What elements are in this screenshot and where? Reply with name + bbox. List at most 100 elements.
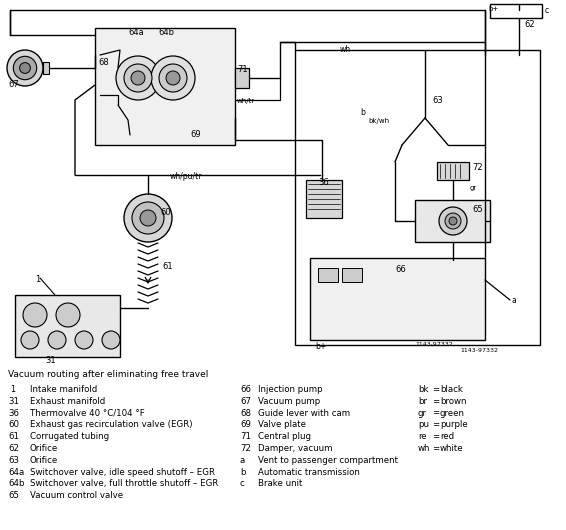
Text: 66: 66: [240, 385, 251, 394]
Text: br: br: [418, 397, 427, 406]
Text: Valve plate: Valve plate: [258, 420, 306, 429]
Circle shape: [75, 331, 93, 349]
Circle shape: [116, 56, 160, 100]
Text: brown: brown: [440, 397, 466, 406]
Text: Brake unit: Brake unit: [258, 480, 302, 489]
Text: 31: 31: [45, 356, 55, 365]
Text: Corrugated tubing: Corrugated tubing: [30, 432, 109, 441]
Text: wh: wh: [340, 45, 351, 54]
Text: c: c: [545, 6, 549, 15]
Text: 65: 65: [472, 205, 483, 214]
Text: Central plug: Central plug: [258, 432, 311, 441]
Text: 36: 36: [318, 178, 329, 187]
Text: 1: 1: [8, 385, 16, 394]
Circle shape: [159, 64, 187, 92]
Text: gr: gr: [418, 409, 427, 418]
Text: 1143·97332: 1143·97332: [415, 342, 453, 347]
Text: 61: 61: [8, 432, 19, 441]
Circle shape: [21, 331, 39, 349]
Text: 64b: 64b: [158, 28, 174, 37]
Text: b: b: [240, 467, 246, 476]
Text: 31: 31: [8, 397, 19, 406]
Circle shape: [124, 64, 152, 92]
Bar: [306, 180, 342, 218]
Text: bk/wh: bk/wh: [368, 118, 389, 124]
Text: bk: bk: [418, 385, 428, 394]
Circle shape: [151, 56, 195, 100]
Text: 1: 1: [35, 275, 40, 284]
Circle shape: [23, 303, 47, 327]
Text: 1143-97332: 1143-97332: [460, 348, 498, 353]
Bar: [295, 50, 540, 345]
Bar: [95, 28, 235, 145]
Text: b: b: [360, 108, 365, 117]
Text: 36: 36: [8, 409, 19, 418]
Text: 62: 62: [524, 20, 535, 29]
Text: 71: 71: [240, 432, 251, 441]
Circle shape: [102, 331, 120, 349]
Text: Switchover valve, idle speed shutoff – EGR: Switchover valve, idle speed shutoff – E…: [30, 467, 215, 476]
Text: re: re: [418, 432, 427, 441]
Text: 67: 67: [8, 80, 19, 89]
Circle shape: [20, 63, 31, 73]
Circle shape: [166, 71, 180, 85]
Circle shape: [48, 331, 66, 349]
Text: black: black: [440, 385, 463, 394]
Text: wh: wh: [418, 444, 431, 453]
Text: 60: 60: [160, 208, 170, 217]
Text: Guide lever with cam: Guide lever with cam: [258, 409, 350, 418]
Text: wh/pu/tr: wh/pu/tr: [170, 172, 203, 181]
Bar: [490, 4, 542, 18]
Text: b+: b+: [488, 6, 498, 12]
Circle shape: [445, 213, 461, 229]
Circle shape: [13, 56, 37, 80]
Text: a: a: [240, 456, 245, 465]
Text: =: =: [432, 385, 439, 394]
Text: =: =: [432, 432, 439, 441]
Text: red: red: [440, 432, 454, 441]
Circle shape: [449, 217, 457, 225]
Bar: [43, 62, 49, 74]
Text: 64a: 64a: [8, 467, 24, 476]
Text: Orifice: Orifice: [30, 444, 58, 453]
Bar: [310, 258, 485, 340]
Circle shape: [131, 71, 145, 85]
Text: Vacuum pump: Vacuum pump: [258, 397, 320, 406]
Text: white: white: [440, 444, 464, 453]
Circle shape: [439, 207, 467, 235]
Text: wh/tr: wh/tr: [237, 98, 255, 104]
Text: 67: 67: [240, 397, 251, 406]
Text: b+: b+: [315, 342, 326, 351]
Circle shape: [7, 50, 43, 86]
Text: c: c: [240, 480, 245, 489]
Text: =: =: [432, 444, 439, 453]
Bar: [318, 268, 338, 282]
Bar: [15, 295, 120, 357]
Text: 64b: 64b: [8, 480, 24, 489]
Text: a: a: [512, 296, 517, 305]
Text: 72: 72: [472, 163, 483, 172]
Text: Thermovalve 40 °C/104 °F: Thermovalve 40 °C/104 °F: [30, 409, 145, 418]
Text: Intake manifold: Intake manifold: [30, 385, 97, 394]
Text: Injection pump: Injection pump: [258, 385, 323, 394]
Text: 72: 72: [240, 444, 251, 453]
Text: 64a: 64a: [128, 28, 144, 37]
Text: Automatic transmission: Automatic transmission: [258, 467, 360, 476]
Text: Switchover valve, full throttle shutoff – EGR: Switchover valve, full throttle shutoff …: [30, 480, 218, 489]
Circle shape: [132, 202, 164, 234]
Text: 71: 71: [237, 65, 248, 74]
Text: Vacuum routing after eliminating free travel: Vacuum routing after eliminating free tr…: [8, 370, 208, 379]
Bar: [437, 162, 469, 180]
Circle shape: [124, 194, 172, 242]
Text: 65: 65: [8, 491, 19, 500]
Text: =: =: [432, 409, 439, 418]
Text: 69: 69: [240, 420, 251, 429]
Text: purple: purple: [440, 420, 468, 429]
Text: Vent to passenger compartment: Vent to passenger compartment: [258, 456, 398, 465]
Text: Damper, vacuum: Damper, vacuum: [258, 444, 332, 453]
Text: pu: pu: [418, 420, 429, 429]
Text: 62: 62: [8, 444, 19, 453]
Text: 63: 63: [8, 456, 19, 465]
Bar: [415, 200, 490, 242]
Text: Exhaust manifold: Exhaust manifold: [30, 397, 105, 406]
